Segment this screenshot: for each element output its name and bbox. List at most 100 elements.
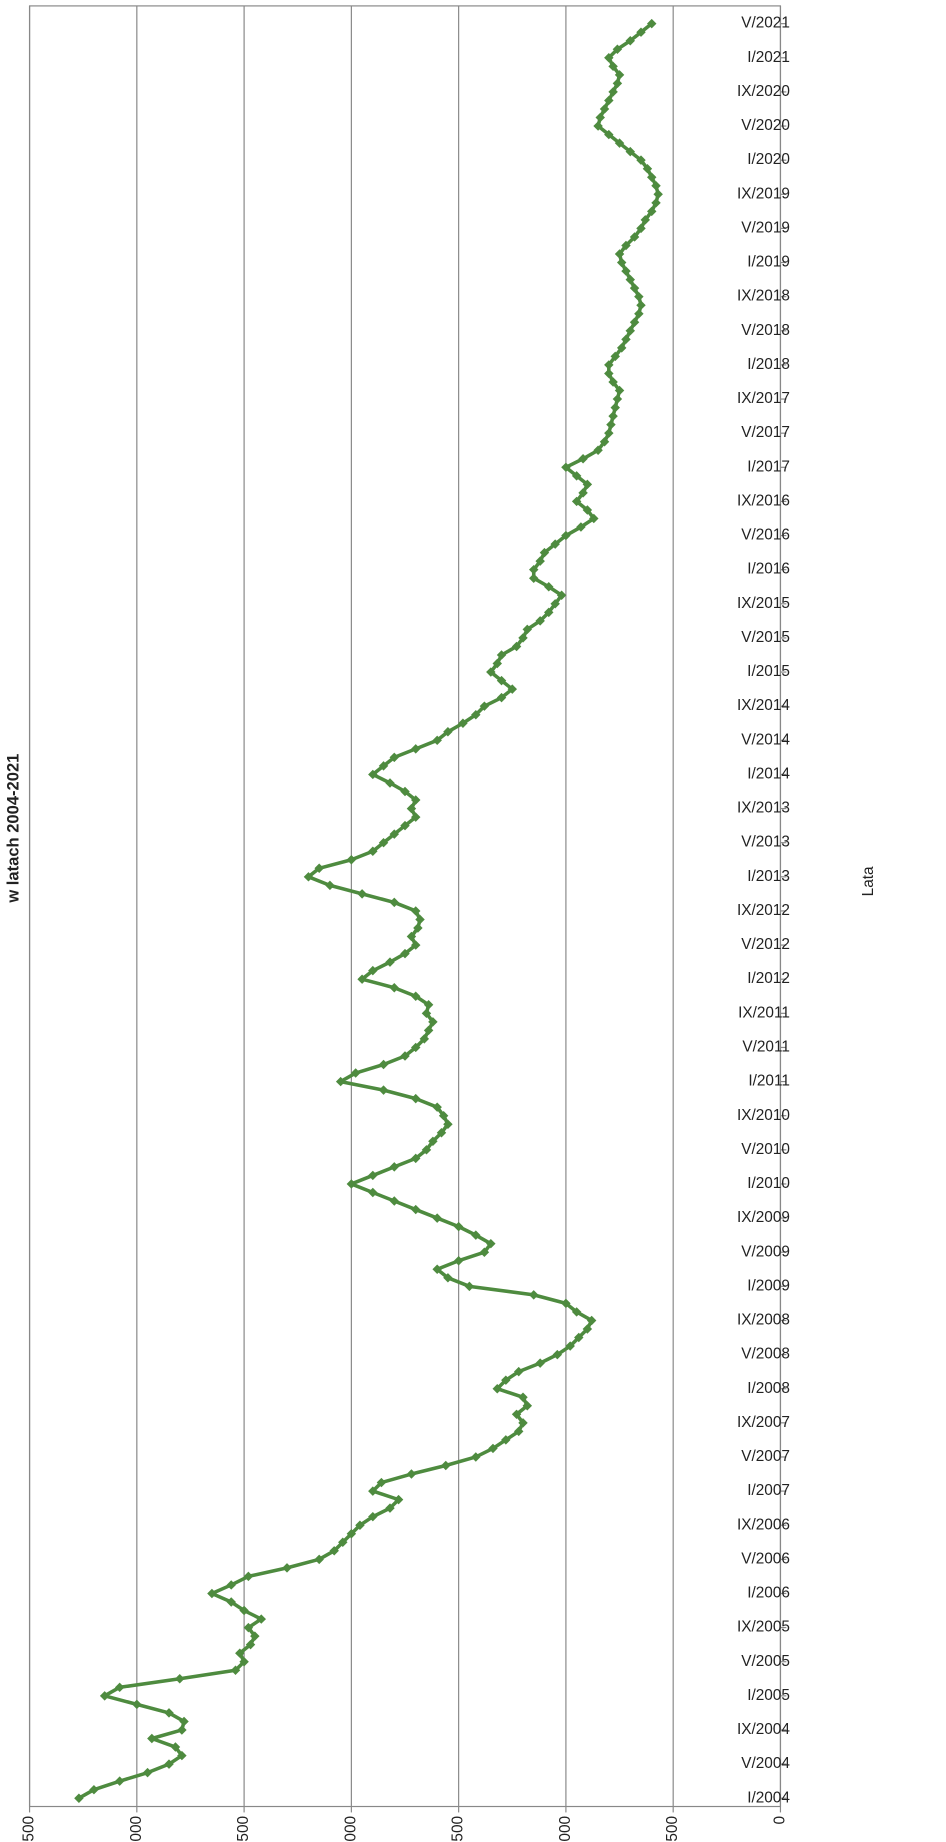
marker xyxy=(479,701,490,711)
marker xyxy=(576,522,586,532)
marker xyxy=(453,1221,464,1232)
marker xyxy=(282,1563,292,1573)
marker xyxy=(653,189,663,200)
marker xyxy=(535,1358,545,1368)
marker xyxy=(389,1162,400,1172)
marker xyxy=(571,1307,582,1317)
x-tick-label: V/2005 xyxy=(741,1653,790,1670)
x-tick-label: I/2013 xyxy=(747,868,790,885)
marker xyxy=(578,488,588,498)
marker xyxy=(492,1383,502,1394)
marker xyxy=(441,1460,451,1471)
marker xyxy=(634,308,644,319)
marker xyxy=(501,1435,511,1445)
marker xyxy=(518,1418,528,1428)
marker xyxy=(593,121,603,131)
x-tick-label: I/2019 xyxy=(747,254,790,271)
x-tick-label: IX/2013 xyxy=(737,800,790,817)
marker xyxy=(436,1128,447,1138)
marker xyxy=(561,1298,571,1309)
marker xyxy=(486,1238,496,1249)
x-tick-label: I/2014 xyxy=(747,765,790,782)
x-tick-label: IX/2015 xyxy=(737,595,790,612)
marker xyxy=(179,1716,189,1727)
marker xyxy=(335,1076,346,1087)
marker xyxy=(552,1349,563,1360)
chart-title: w latach 2004-2021 xyxy=(4,754,23,904)
marker xyxy=(528,564,539,575)
marker xyxy=(614,138,625,148)
marker xyxy=(421,1145,432,1155)
x-tick-label: V/2010 xyxy=(741,1141,790,1158)
marker xyxy=(411,795,421,805)
x-tick-label: IX/2014 xyxy=(737,697,790,714)
marker xyxy=(625,274,636,285)
marker xyxy=(411,991,421,1001)
marker xyxy=(599,104,610,114)
marker xyxy=(589,513,599,524)
x-tick-label: I/2016 xyxy=(747,561,790,578)
marker xyxy=(614,249,625,259)
marker xyxy=(608,87,618,97)
marker xyxy=(411,940,421,950)
marker xyxy=(604,360,614,370)
marker xyxy=(578,454,588,464)
marker xyxy=(614,70,625,80)
x-axis-label: Lata xyxy=(860,866,877,896)
x-tick-label: I/2021 xyxy=(747,49,790,66)
marker xyxy=(511,641,522,652)
y-tick-label: 1000 xyxy=(557,1816,574,1842)
marker xyxy=(239,1656,249,1667)
x-tick-label: V/2011 xyxy=(742,1039,790,1056)
marker xyxy=(599,436,610,447)
marker xyxy=(612,394,623,404)
marker xyxy=(378,761,389,771)
marker xyxy=(389,1196,400,1206)
marker xyxy=(170,1742,181,1752)
marker xyxy=(621,266,631,276)
marker xyxy=(443,1273,453,1283)
marker xyxy=(239,1605,249,1616)
marker xyxy=(164,1759,174,1769)
y-tick-label: 3000 xyxy=(128,1816,145,1842)
x-tick-label: V/2020 xyxy=(741,117,790,134)
marker xyxy=(582,479,593,490)
marker xyxy=(432,1213,442,1223)
marker xyxy=(443,1119,453,1129)
marker xyxy=(561,462,571,473)
marker xyxy=(114,1776,125,1786)
marker xyxy=(646,18,657,29)
marker xyxy=(595,112,605,123)
marker xyxy=(432,1102,442,1112)
x-tick-label: IX/2016 xyxy=(737,492,790,509)
y-tick-label: 3500 xyxy=(21,1816,38,1842)
marker xyxy=(458,718,468,728)
marker xyxy=(243,1622,254,1633)
marker xyxy=(528,573,539,583)
marker xyxy=(651,198,661,208)
marker xyxy=(413,923,423,933)
marker xyxy=(207,1588,217,1599)
x-tick-label: V/2014 xyxy=(741,731,790,748)
x-tick-label: V/2009 xyxy=(741,1243,790,1260)
marker xyxy=(230,1665,241,1675)
x-tick-label: IX/2009 xyxy=(737,1209,790,1226)
marker xyxy=(428,1017,438,1027)
marker xyxy=(488,1443,498,1454)
marker xyxy=(608,377,618,387)
marker xyxy=(314,863,324,874)
x-tick-label: V/2018 xyxy=(741,322,790,339)
marker xyxy=(368,769,378,780)
marker xyxy=(518,633,528,643)
marker xyxy=(423,1025,434,1036)
marker xyxy=(385,957,395,967)
marker xyxy=(357,889,367,899)
x-tick-label: IX/2010 xyxy=(737,1107,790,1124)
marker xyxy=(625,35,636,46)
marker xyxy=(486,667,496,677)
marker xyxy=(640,215,651,225)
marker xyxy=(325,880,335,891)
marker xyxy=(406,931,417,942)
x-tick-label: V/2017 xyxy=(741,424,790,441)
x-tick-label: IX/2020 xyxy=(737,83,790,100)
